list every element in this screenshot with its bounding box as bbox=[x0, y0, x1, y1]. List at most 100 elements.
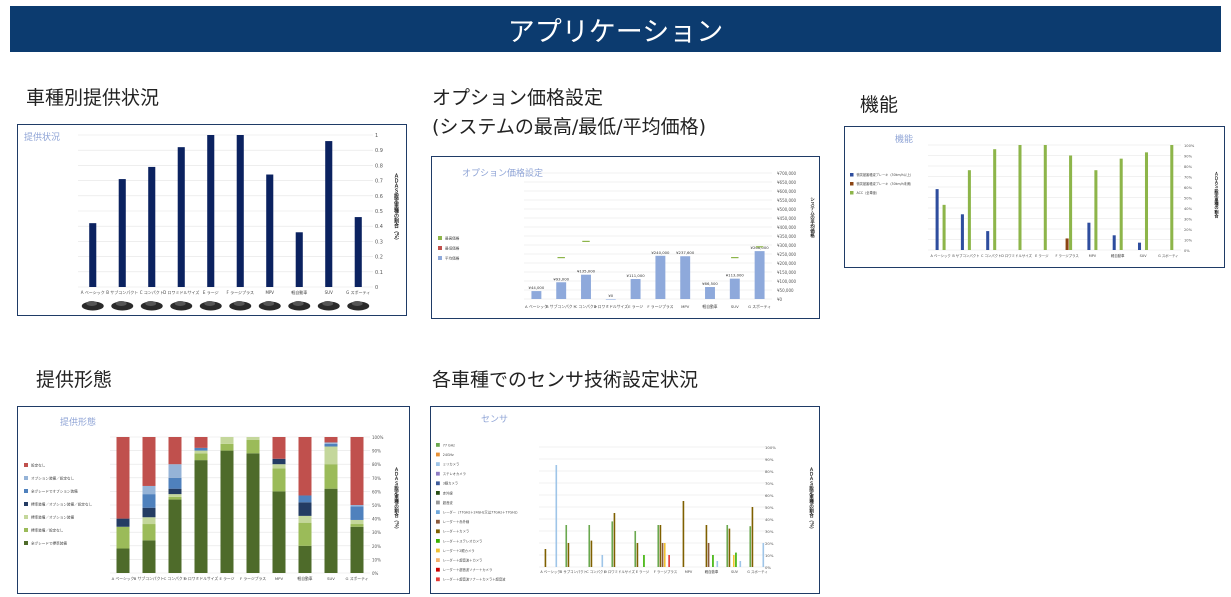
legend-label: ステレオカメラ bbox=[443, 471, 466, 476]
x-tick-label: G スポーティ bbox=[346, 289, 370, 295]
legend-label: レーダー＋超音波ソナー＋カメラ bbox=[443, 567, 492, 572]
y-tick-label: 40% bbox=[1184, 207, 1193, 211]
y-tick-label: 10% bbox=[372, 557, 381, 562]
bar bbox=[732, 555, 735, 567]
bar bbox=[657, 525, 660, 567]
x-tick-label: SUV bbox=[327, 576, 335, 581]
bar bbox=[1144, 152, 1149, 250]
bar bbox=[751, 507, 754, 567]
heading-provision-status: 車種別提供状況 bbox=[26, 87, 160, 109]
bar bbox=[661, 543, 664, 567]
bar bbox=[1087, 222, 1091, 250]
stacked-bar-segment bbox=[220, 443, 234, 451]
x-tick-label: A ベーシック bbox=[540, 569, 560, 574]
bar bbox=[89, 223, 97, 287]
legend-swatch bbox=[438, 236, 442, 240]
x-tick-label: D ロワミドルサイズ bbox=[1001, 253, 1032, 258]
car-window-icon bbox=[145, 301, 157, 306]
x-tick-label: 軽自動車 bbox=[297, 576, 312, 581]
y-tick-label: 0.3 bbox=[375, 239, 383, 245]
legend-label: レーダー＋2眼カメラ bbox=[443, 548, 475, 553]
stacked-bar-segment bbox=[116, 548, 130, 573]
x-tick-label: G スポーティ bbox=[748, 304, 771, 309]
x-tick-label: MPV bbox=[681, 304, 690, 309]
y-tick-label: 0.6 bbox=[375, 194, 383, 200]
y-tick-label: 10% bbox=[1184, 239, 1193, 243]
bar bbox=[680, 256, 691, 299]
y-tick-label: ¥400,000 bbox=[777, 225, 797, 230]
bar bbox=[295, 232, 303, 287]
legend-swatch bbox=[436, 462, 440, 466]
x-tick-label: B サブコンパクト bbox=[106, 289, 138, 295]
y-tick-label: 0% bbox=[372, 571, 379, 576]
heading-option-price: オプション価格設定 bbox=[432, 87, 604, 109]
y-axis-label: ＡＤＡＳ設定車種の割合 bbox=[1214, 171, 1220, 220]
bar bbox=[754, 251, 765, 299]
bar bbox=[1119, 158, 1123, 250]
stacked-bar-segment bbox=[220, 450, 234, 573]
x-tick-label: F ラージプラス bbox=[654, 569, 678, 574]
stacked-bar-segment bbox=[324, 443, 338, 447]
x-tick-label: B サブコンパクト bbox=[952, 253, 979, 258]
bar bbox=[567, 543, 570, 567]
bar bbox=[993, 149, 997, 250]
x-tick-label: MPV bbox=[275, 576, 284, 581]
bar bbox=[960, 214, 964, 250]
x-tick-label: A ベーシック bbox=[112, 576, 135, 581]
y-tick-label: 0.9 bbox=[375, 148, 383, 154]
stacked-bar-segment bbox=[246, 437, 260, 440]
legend-label: 設定なし bbox=[31, 463, 46, 468]
legend-swatch bbox=[436, 539, 440, 543]
bar bbox=[1018, 145, 1022, 250]
stacked-bar-segment bbox=[142, 540, 156, 573]
data-label: ¥0 bbox=[608, 293, 613, 298]
bar bbox=[354, 217, 362, 287]
bar bbox=[1137, 242, 1142, 250]
y-tick-label: 70% bbox=[372, 476, 381, 481]
chart-panel-function: 機能 0% 10% 20% 30% 40% 50% 60% 70% 80% 90% 100% A ベー… bbox=[844, 126, 1225, 268]
legend-label: 衝突被害軽減ブレーキ（30km/h以上） bbox=[857, 172, 914, 177]
stacked-bar-segment bbox=[272, 458, 286, 465]
legend-label: レーダー＋超音波＋カメラ bbox=[443, 558, 483, 563]
data-label: ¥93,000 bbox=[553, 276, 569, 281]
y-tick-label: 60% bbox=[372, 489, 381, 494]
y-tick-label: 20% bbox=[372, 544, 381, 549]
bar bbox=[1112, 235, 1116, 250]
y-tick-label: ¥300,000 bbox=[777, 243, 797, 248]
x-tick-label: 軽自動車 bbox=[705, 569, 719, 574]
stacked-bar-segment bbox=[298, 437, 312, 496]
x-tick-label: E ラージ bbox=[628, 304, 643, 309]
stacked-bar-segment bbox=[298, 502, 312, 516]
y-tick-label: 1 bbox=[375, 133, 378, 139]
x-tick-label: C コンパクト bbox=[586, 569, 606, 574]
provision-chart: 0 0.1 0.2 0.3 0.4 0.5 0.6 0.7 0.8 0.9 1 A ベーシック B サブ… bbox=[78, 133, 400, 311]
data-label: ¥266,000 bbox=[751, 245, 770, 250]
legend-swatch bbox=[850, 191, 854, 195]
y-tick-label: ¥200,000 bbox=[777, 261, 797, 266]
y-tick-label: 50% bbox=[372, 503, 381, 508]
y-tick-label: 20% bbox=[765, 541, 774, 546]
stacked-bar-segment bbox=[116, 518, 130, 527]
y-tick-label: ¥350,000 bbox=[777, 234, 797, 239]
y-tick-label: ¥700,000 bbox=[777, 171, 797, 176]
chart-panel-form: 提供形態 0% 10% 20% 30% 40% 50% 60% 70% 80% 90% 100% A … bbox=[17, 406, 410, 594]
heading-functions: 機能 bbox=[860, 94, 899, 116]
legend-swatch bbox=[436, 548, 440, 553]
x-tick-label: D ロワミドルサイズ bbox=[163, 289, 199, 295]
bar bbox=[1069, 155, 1073, 250]
x-tick-label: MPV bbox=[685, 570, 693, 574]
bar bbox=[712, 555, 714, 567]
bar bbox=[177, 147, 185, 287]
stacked-bar-segment bbox=[350, 506, 364, 520]
y-tick-label: 40% bbox=[372, 517, 381, 522]
stacked-bar-segment bbox=[142, 524, 156, 541]
stacked-bar-segment bbox=[350, 526, 364, 573]
bar bbox=[729, 278, 740, 299]
y-tick-label: 60% bbox=[765, 493, 774, 498]
legend-label: レーダー（77GHz＋24GHz又は77GHz＋77GHz） bbox=[443, 510, 520, 515]
stacked-bar-segment bbox=[168, 437, 182, 465]
x-tick-label: E ラージ bbox=[636, 569, 650, 574]
stacked-bar-segment bbox=[246, 439, 260, 454]
y-tick-label: 100% bbox=[372, 435, 384, 440]
legend-label: 標準装備／オプション装備／設定なし bbox=[31, 502, 92, 507]
